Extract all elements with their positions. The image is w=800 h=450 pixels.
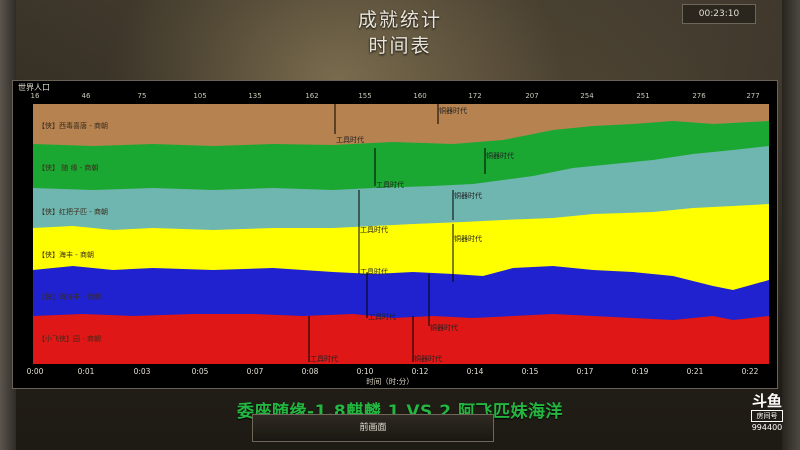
age-marker: 工具时代 [360, 268, 388, 276]
player-label: 【侠】海洋丰 - 商朝 [38, 293, 101, 301]
age-marker: 铜器时代 [439, 107, 467, 115]
time-tick: 0:12 [411, 367, 429, 376]
population-timeline-chart [33, 104, 769, 364]
population-tick: 16 [30, 92, 40, 100]
player-label: 【侠】红把子匹 - 商朝 [38, 208, 108, 216]
population-tick: 207 [525, 92, 539, 100]
player-label: 【小飞侠】园 - 商朝 [38, 335, 101, 343]
population-tick: 105 [193, 92, 207, 100]
population-tick: 172 [468, 92, 482, 100]
player-label: 【侠】 随 缘 - 商朝 [38, 164, 99, 172]
population-tick: 75 [137, 92, 147, 100]
player-label: 【侠】海丰 - 商朝 [38, 251, 94, 259]
age-marker: 工具时代 [336, 136, 364, 144]
page-subtitle: 时间表 [368, 35, 432, 57]
age-marker: 铜器时代 [414, 355, 442, 363]
right-pillar [782, 0, 800, 450]
age-marker: 工具时代 [376, 181, 404, 189]
time-tick: 0:22 [741, 367, 759, 376]
age-marker: 铜器时代 [454, 235, 482, 243]
page-title: 成就统计 [357, 9, 442, 31]
population-tick: 135 [248, 92, 262, 100]
time-tick: 0:03 [133, 367, 151, 376]
population-tick: 277 [746, 92, 760, 100]
age-marker: 工具时代 [368, 313, 396, 321]
back-button[interactable]: 前画面 [252, 414, 494, 442]
douyu-logo-icon: 斗鱼 [751, 392, 782, 410]
population-tick: 46 [81, 92, 91, 100]
time-tick: 0:00 [26, 367, 44, 376]
time-tick: 0:10 [356, 367, 374, 376]
time-tick: 0:21 [686, 367, 704, 376]
time-tick: 0:15 [521, 367, 539, 376]
population-tick: 160 [413, 92, 427, 100]
age-marker: 铜器时代 [454, 192, 482, 200]
time-tick: 0:14 [466, 367, 484, 376]
game-clock: 00:23:10 [682, 4, 756, 24]
time-tick: 0:19 [631, 367, 649, 376]
age-marker: 工具时代 [360, 226, 388, 234]
population-tick: 254 [580, 92, 594, 100]
population-tick: 155 [358, 92, 372, 100]
band-player-6 [33, 314, 769, 364]
panel-label: 世界人口 [18, 83, 50, 92]
time-axis-title: 时间（时:分） [366, 377, 414, 386]
population-tick: 276 [692, 92, 706, 100]
time-tick: 0:05 [191, 367, 209, 376]
stream-logo: 斗鱼 房间号 994400 [748, 394, 786, 438]
player-label: 【侠】西毒喜唐 - 商朝 [38, 122, 108, 130]
population-axis: 16 46 75 105 135 162 155 160 172 207 254… [12, 92, 776, 102]
time-tick: 0:07 [246, 367, 264, 376]
room-number: 994400 [751, 423, 783, 432]
time-tick: 0:01 [77, 367, 95, 376]
population-tick: 162 [305, 92, 319, 100]
age-marker: 工具时代 [310, 355, 338, 363]
time-tick: 0:08 [301, 367, 319, 376]
age-marker: 铜器时代 [430, 324, 458, 332]
population-tick: 251 [636, 92, 650, 100]
room-label: 房间号 [751, 410, 783, 422]
age-marker: 铜器时代 [486, 152, 514, 160]
time-tick: 0:17 [576, 367, 594, 376]
